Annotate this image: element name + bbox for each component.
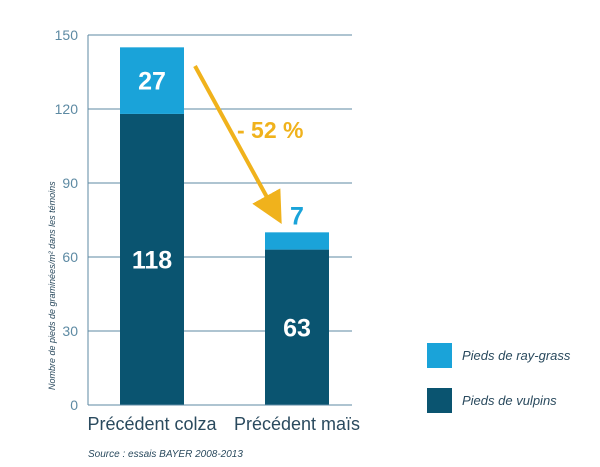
y-axis-ticks: 0 30 60 90 120 150: [55, 27, 79, 413]
legend-swatch-vulpins: [427, 388, 452, 413]
y-axis-label: Nombre de pieds de graminées/m² dans les…: [47, 181, 57, 390]
reduction-annotation: - 52 %: [237, 117, 303, 143]
y-tick-label: 30: [62, 323, 78, 339]
x-category-label: Précédent colza: [87, 414, 217, 434]
x-axis-categories: Précédent colza Précédent maïs: [87, 414, 360, 434]
bar-value-label: 118: [132, 246, 172, 274]
legend-label-ray-grass: Pieds de ray-grass: [462, 348, 571, 363]
bar-value-label: 27: [138, 68, 166, 96]
bar-segment: [120, 47, 184, 114]
bar-segment: [120, 113, 184, 405]
source-note: Source : essais BAYER 2008-2013: [88, 449, 243, 460]
bar-value-label: 7: [290, 202, 304, 230]
y-tick-label: 150: [55, 27, 79, 43]
reduction-arrow: [193, 65, 282, 225]
bar-value-label: 63: [283, 314, 311, 342]
y-tick-label: 120: [55, 101, 79, 117]
legend-label-vulpins: Pieds de vulpins: [462, 393, 557, 408]
legend-swatch-ray-grass: [427, 343, 452, 368]
y-tick-label: 90: [62, 175, 78, 191]
y-tick-label: 0: [70, 397, 78, 413]
x-category-label: Précédent maïs: [234, 414, 360, 434]
y-tick-label: 60: [62, 249, 78, 265]
bar-segment: [265, 249, 329, 405]
legend: Pieds de ray-grass Pieds de vulpins: [427, 343, 571, 413]
bar-segment: [265, 232, 329, 250]
bars: 118 27 63 7: [120, 47, 329, 405]
